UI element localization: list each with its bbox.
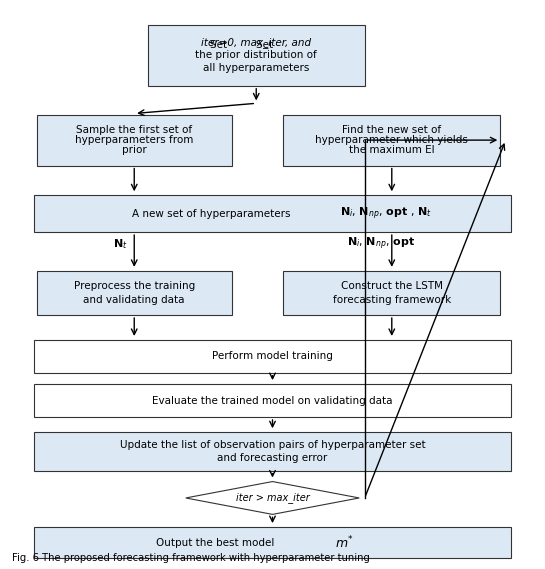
FancyBboxPatch shape: [37, 114, 232, 166]
Text: Set: Set: [256, 40, 277, 50]
Text: hyperparameter which yields: hyperparameter which yields: [316, 135, 468, 145]
Text: prior: prior: [122, 145, 147, 155]
Text: $\mathbf{\mathit{m}}^{*}$: $\mathbf{\mathit{m}}^{*}$: [335, 534, 353, 551]
Text: Evaluate the trained model on validating data: Evaluate the trained model on validating…: [152, 395, 393, 406]
Text: Preprocess the training: Preprocess the training: [74, 281, 195, 291]
Text: the maximum EI: the maximum EI: [349, 145, 434, 155]
Text: and validating data: and validating data: [83, 295, 185, 305]
Text: Perform model training: Perform model training: [212, 352, 333, 361]
Text: Fig. 6 The proposed forecasting framework with hyperparameter tuning: Fig. 6 The proposed forecasting framewor…: [12, 553, 370, 563]
Text: all hyperparameters: all hyperparameters: [203, 63, 310, 73]
Text: A new set of hyperparameters: A new set of hyperparameters: [131, 209, 290, 218]
Text: $\mathbf{N}_{i}$, $\mathbf{N}_{np}$, $\mathit{\mathbf{opt}}$ , $\mathbf{N}_{t}$: $\mathbf{N}_{i}$, $\mathbf{N}_{np}$, $\m…: [340, 205, 432, 222]
Text: Set: Set: [210, 40, 231, 50]
Text: iter > max_iter: iter > max_iter: [235, 493, 310, 504]
Text: Output the best model: Output the best model: [156, 538, 274, 548]
FancyBboxPatch shape: [34, 340, 511, 373]
Text: the prior distribution of: the prior distribution of: [195, 50, 317, 60]
FancyBboxPatch shape: [34, 195, 511, 232]
Text: Sample the first set of: Sample the first set of: [76, 125, 192, 135]
Text: $\mathbf{N}_{t}$: $\mathbf{N}_{t}$: [113, 237, 128, 250]
Text: iter=0, max_iter, and: iter=0, max_iter, and: [201, 38, 311, 48]
FancyBboxPatch shape: [283, 271, 500, 315]
FancyBboxPatch shape: [34, 432, 511, 471]
FancyBboxPatch shape: [34, 384, 511, 417]
Text: $\mathbf{N}_{i}$, $\mathbf{N}_{np}$, $\mathit{\mathbf{opt}}$: $\mathbf{N}_{i}$, $\mathbf{N}_{np}$, $\m…: [347, 236, 415, 252]
FancyBboxPatch shape: [34, 527, 511, 558]
Text: Construct the LSTM: Construct the LSTM: [341, 281, 443, 291]
Text: Find the new set of: Find the new set of: [342, 125, 441, 135]
FancyBboxPatch shape: [148, 24, 365, 86]
Text: Update the list of observation pairs of hyperparameter set: Update the list of observation pairs of …: [120, 440, 425, 450]
Polygon shape: [186, 481, 359, 514]
Text: hyperparameters from: hyperparameters from: [75, 135, 193, 145]
Text: and forecasting error: and forecasting error: [217, 453, 328, 463]
Text: forecasting framework: forecasting framework: [332, 295, 451, 305]
FancyBboxPatch shape: [37, 271, 232, 315]
FancyBboxPatch shape: [283, 114, 500, 166]
